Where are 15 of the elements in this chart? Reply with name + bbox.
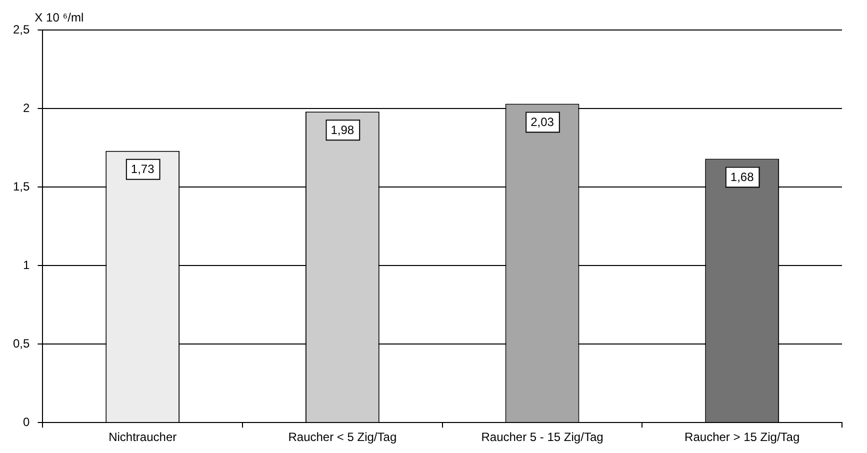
y-tick-label: 2,5: [12, 22, 30, 36]
data-label: 1,98: [330, 122, 354, 137]
data-label: 1,68: [730, 170, 754, 184]
x-tick-label: Nichtraucher: [108, 430, 177, 444]
y-tick-label: 1,5: [12, 179, 30, 194]
data-label: 1,73: [130, 162, 155, 176]
y-tick-label: 1: [22, 258, 30, 272]
y-tick-label: 2: [22, 100, 30, 115]
y-axis-title: X 10 ⁶/ml: [34, 10, 84, 24]
x-tick-label: Raucher > 15 Zig/Tag: [684, 430, 800, 444]
y-tick-label: 0: [22, 414, 30, 429]
y-tick-label: 0,5: [12, 336, 30, 350]
x-tick-label: Raucher < 5 Zig/Tag: [288, 430, 397, 444]
x-tick-label: Raucher 5 - 15 Zig/Tag: [481, 430, 604, 444]
data-label: 2,03: [530, 115, 554, 130]
